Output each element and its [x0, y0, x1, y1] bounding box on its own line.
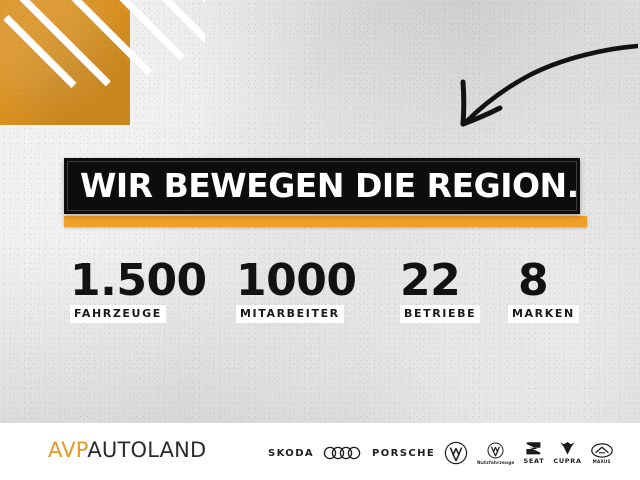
stat-item-marken: 8 MARKEN — [508, 258, 579, 323]
maxus-wordmark: MAXUS — [592, 458, 611, 464]
stat-label: MITARBEITER — [236, 305, 344, 323]
brand-logo-audi[interactable] — [323, 446, 363, 460]
volkswagen-icon — [444, 441, 468, 465]
orange-block-texture — [0, 0, 130, 125]
brand-logo-skoda[interactable]: SKODA — [268, 448, 314, 459]
seat-wordmark: SEAT — [523, 457, 545, 465]
avp-autoland-logo[interactable]: AVPAUTOLAND — [48, 440, 206, 461]
brand-logo-seat[interactable]: SEAT — [523, 441, 544, 465]
volkswagen-nutzfahrzeuge-icon — [487, 441, 504, 459]
stat-item-betriebe: 22 BETRIEBE — [400, 255, 481, 323]
brand-logo-volkswagen-nutzfahrzeuge[interactable]: Nutzfahrzeuge — [477, 441, 515, 465]
headline-text: WIR BEWEGEN DIE REGION. — [80, 166, 579, 205]
audi-rings-icon — [323, 446, 361, 460]
orange-corner-block — [0, 0, 130, 125]
brand-logo-strip: SKODA PORSCHE — [268, 433, 628, 473]
brand-logo-porsche[interactable]: PORSCHE — [372, 448, 435, 459]
statistics-row: 1.500 FAHRZEUGE 1000 MITARBEITER 22 BETR… — [60, 258, 580, 328]
nutzfahrzeuge-wordmark: Nutzfahrzeuge — [477, 459, 515, 465]
stat-item-fahrzeuge: 1.500 FAHRZEUGE — [70, 258, 207, 323]
brand-logo-cupra[interactable]: CUPRA — [553, 441, 581, 465]
maxus-emblem-icon — [590, 442, 613, 458]
seat-s-icon — [526, 442, 541, 455]
stat-number: 8 — [518, 255, 549, 306]
logo-autoland-text: AUTOLAND — [87, 438, 207, 462]
stat-label: BETRIEBE — [400, 305, 481, 323]
banner-orange-underline — [64, 216, 587, 227]
stat-label: FAHRZEUGE — [70, 305, 166, 323]
stat-number: 1000 — [236, 255, 357, 306]
logo-avp-text: AVP — [48, 438, 88, 462]
stat-item-mitarbeiter: 1000 MITARBEITER — [236, 255, 357, 323]
brand-logo-volkswagen[interactable] — [444, 441, 468, 465]
headline-banner: WIR BEWEGEN DIE REGION. — [64, 158, 587, 227]
cupra-wordmark: CUPRA — [553, 457, 582, 465]
brand-logo-maxus[interactable]: MAXUS — [590, 442, 613, 464]
skoda-wordmark: SKODA — [268, 447, 315, 459]
cupra-emblem-icon — [560, 442, 575, 455]
headline-banner-box: WIR BEWEGEN DIE REGION. — [64, 158, 580, 214]
stat-number: 1.500 — [70, 255, 207, 306]
curved-arrow-icon — [460, 43, 638, 127]
stat-number: 22 — [400, 255, 461, 306]
stat-label: MARKEN — [508, 305, 579, 323]
porsche-wordmark: PORSCHE — [372, 447, 436, 459]
